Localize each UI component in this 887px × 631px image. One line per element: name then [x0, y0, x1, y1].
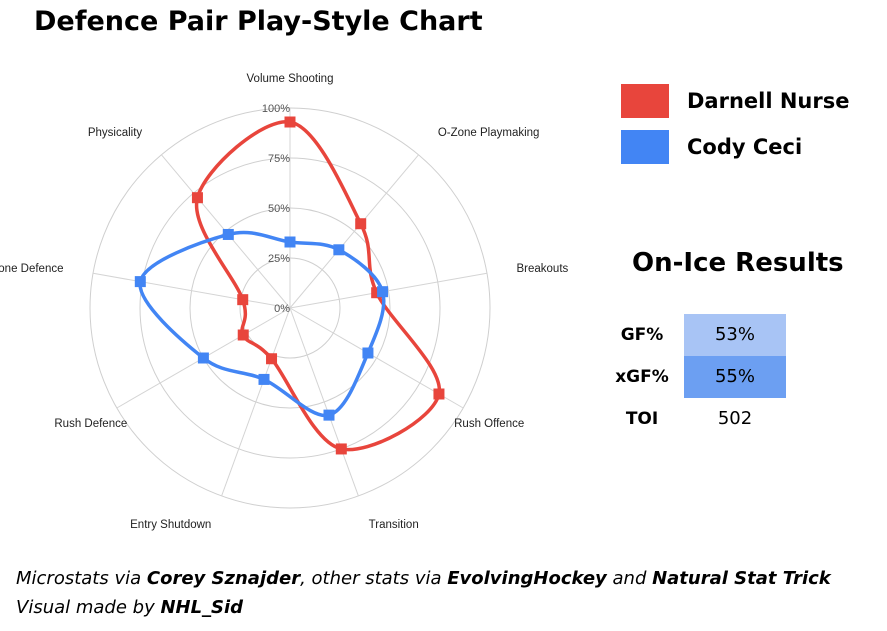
data-point-darnell-nurse-1 [355, 218, 367, 230]
axis-label: In-Zone Defence [0, 263, 63, 275]
legend-item-nurse: Darnell Nurse [621, 84, 849, 118]
axis-label: Breakouts [517, 263, 569, 275]
series-line-darnell-nurse [194, 120, 441, 452]
radar-axis-labels: Volume Shooting O-Zone Playmaking Breakout… [0, 73, 569, 531]
tick-label: 100% [262, 103, 290, 115]
footer-text: Microstats via [16, 568, 147, 589]
data-point-darnell-nurse-2 [371, 287, 383, 299]
footer-line-1: Microstats via Corey Sznajder, other sta… [16, 564, 831, 593]
results-row-gf: GF% 53% [600, 314, 786, 356]
radar-chart: 0% 25% 50% 75% 100% Volume Shooting O-Zone Pl… [0, 73, 569, 531]
data-point-darnell-nurse-3 [433, 388, 445, 400]
data-point-darnell-nurse-5 [266, 353, 278, 365]
axis-label: Entry Shutdown [130, 519, 211, 531]
data-point-cody-ceci-0 [284, 236, 296, 248]
legend-label-nurse: Darnell Nurse [687, 89, 850, 113]
tick-label: 0% [274, 303, 290, 315]
results-label-xgf: xGF% [615, 367, 669, 387]
footer-source-corey: Corey Sznajder [146, 568, 301, 589]
chart-title: Defence Pair Play-Style Chart [34, 6, 483, 37]
data-point-cody-ceci-3 [362, 347, 374, 359]
grid-spoke [289, 154, 419, 309]
axis-label: Volume Shooting [247, 73, 334, 85]
results-row-toi: TOI 502 [600, 398, 786, 440]
grid-spoke [92, 272, 291, 309]
footer-line-2: Visual made by NHL_Sid [16, 593, 831, 622]
legend-swatch-nurse [621, 84, 669, 118]
legend-label-ceci: Cody Ceci [687, 135, 803, 159]
results-value-gf: 53% [684, 314, 786, 356]
footer-source-evolving: EvolvingHockey [447, 568, 607, 589]
data-point-darnell-nurse-7 [237, 294, 249, 306]
legend: Darnell Nurse Cody Ceci [621, 84, 849, 176]
data-point-darnell-nurse-4 [335, 443, 347, 455]
radar-grid [89, 107, 491, 509]
on-ice-results-table: GF% 53% xGF% 55% TOI 502 [600, 314, 786, 440]
footer-text: and [606, 568, 653, 589]
data-point-cody-ceci-8 [222, 228, 234, 240]
data-point-darnell-nurse-0 [284, 116, 296, 128]
results-value-toi: 502 [717, 408, 753, 429]
series-line-cody-ceci [138, 230, 386, 418]
data-point-darnell-nurse-8 [191, 192, 203, 204]
data-point-darnell-nurse-6 [237, 329, 249, 341]
footer-source-nst: Natural Stat Trick [652, 568, 831, 589]
axis-label: Transition [369, 519, 419, 531]
results-label-toi: TOI [625, 409, 659, 429]
data-point-cody-ceci-6 [197, 352, 209, 364]
axis-label: Rush Offence [454, 418, 524, 430]
footer-author: NHL_Sid [160, 597, 244, 618]
data-point-cody-ceci-1 [333, 244, 345, 256]
grid-spoke [289, 272, 488, 309]
on-ice-results-title: On-Ice Results [632, 248, 844, 278]
footer-text: Visual made by [16, 597, 161, 618]
footer-text: , other stats via [300, 568, 448, 589]
results-row-xgf: xGF% 55% [600, 356, 786, 398]
radar-tick-labels: 0% 25% 50% 75% 100% [262, 103, 290, 315]
tick-label: 75% [268, 153, 290, 165]
legend-swatch-ceci [621, 130, 669, 164]
grid-spoke [289, 307, 359, 497]
data-point-cody-ceci-2 [377, 286, 389, 298]
grid-spoke [221, 307, 291, 497]
data-point-cody-ceci-7 [134, 276, 146, 288]
legend-item-ceci: Cody Ceci [621, 130, 849, 164]
footer-credits: Microstats via Corey Sznajder, other sta… [16, 564, 831, 622]
results-value-xgf: 55% [684, 356, 786, 398]
tick-label: 50% [268, 203, 290, 215]
radar-series [134, 116, 445, 455]
results-label-gf: GF% [620, 325, 664, 345]
tick-label: 25% [268, 253, 290, 265]
data-point-cody-ceci-5 [258, 373, 270, 385]
axis-label: O-Zone Playmaking [438, 127, 540, 139]
axis-label: Physicality [88, 127, 143, 139]
axis-label: Rush Defence [54, 418, 127, 430]
data-point-cody-ceci-4 [323, 409, 335, 421]
